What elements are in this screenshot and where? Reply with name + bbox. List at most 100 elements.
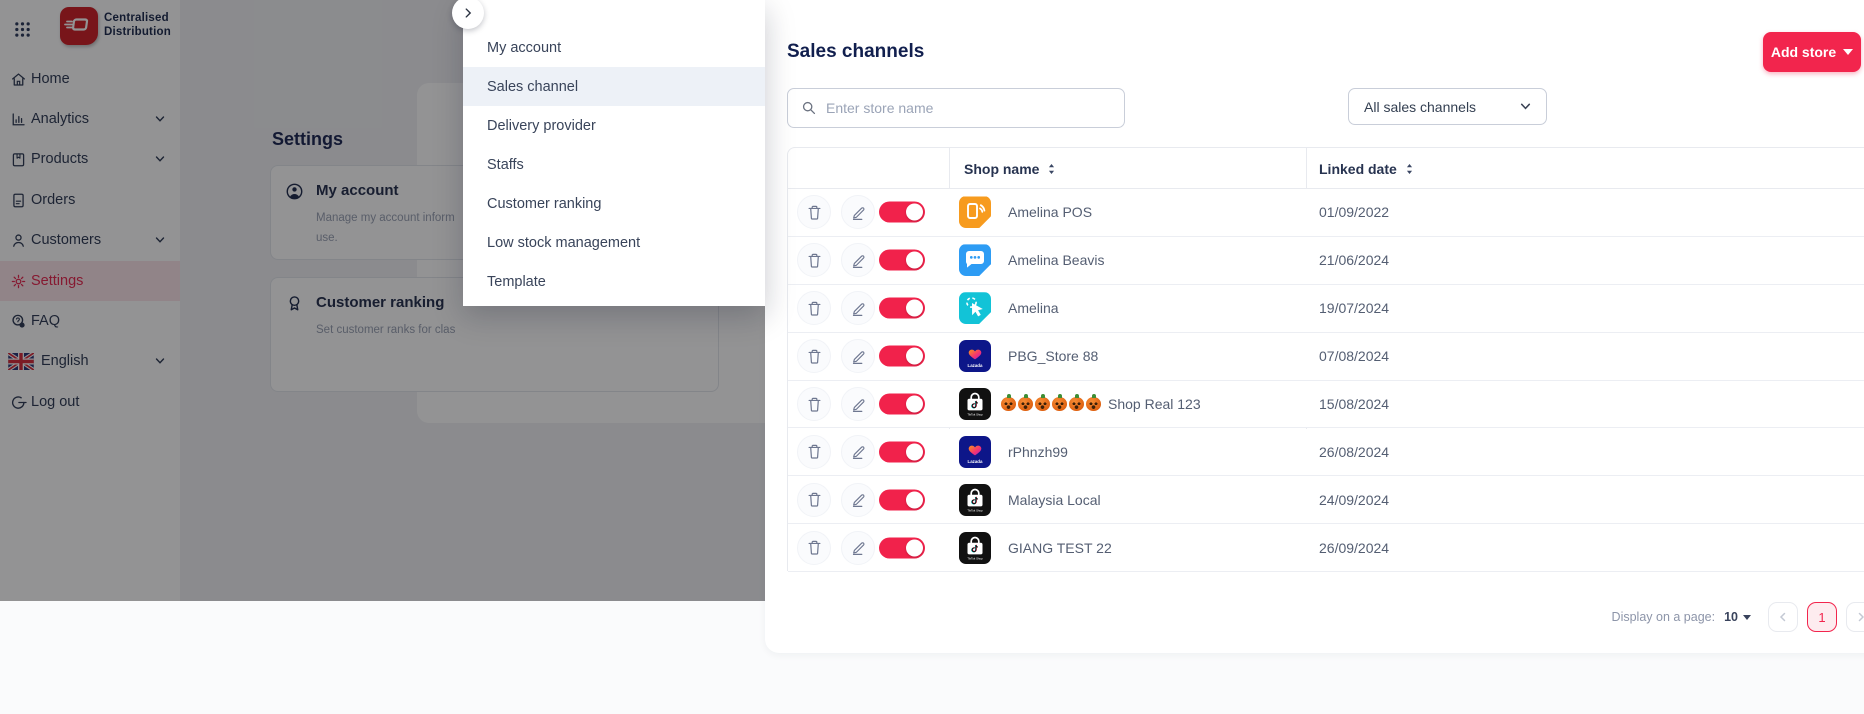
previous-page-button[interactable]: [1768, 602, 1798, 632]
account-circle-icon: [285, 182, 304, 201]
collapse-panel-button[interactable]: [452, 0, 484, 29]
toggle-knob: [906, 491, 923, 509]
pos-channel-icon: [959, 196, 991, 229]
table-row: Amelina POS 01/09/2022: [788, 189, 1864, 237]
next-page-button[interactable]: [1846, 602, 1864, 632]
shop-name-cell: rPhnzh99: [1001, 429, 1068, 476]
channel-filter-select[interactable]: All sales channels: [1348, 88, 1547, 125]
store-enabled-toggle[interactable]: [879, 489, 925, 511]
submenu-item-sales-channel[interactable]: Sales channel: [463, 67, 765, 106]
search-icon: [802, 101, 816, 115]
sort-icon[interactable]: [1047, 163, 1056, 175]
add-store-button[interactable]: Add store: [1763, 32, 1861, 72]
submenu-item-low-stock-management[interactable]: Low stock management: [487, 234, 641, 251]
svg-text:Lazada: Lazada: [968, 459, 983, 464]
edit-store-button[interactable]: [841, 291, 875, 326]
sidebar-item-products[interactable]: Products: [0, 139, 180, 179]
search-input[interactable]: [824, 99, 1124, 117]
shop-name-cell: Shop Real 123: [1001, 381, 1201, 428]
shop-name-cell: GIANG TEST 22: [1001, 524, 1112, 571]
edit-store-button[interactable]: [841, 530, 875, 565]
shop-name-cell: Amelina POS: [1001, 189, 1092, 236]
table-row: TikTok Shop Malaysia Local 24/09/2024: [788, 476, 1864, 525]
chat-channel-icon: [959, 244, 991, 277]
edit-pencil-icon: [849, 251, 868, 270]
submenu-item-template[interactable]: Template: [487, 273, 546, 290]
toggle-knob: [906, 299, 923, 317]
submenu-item-my-account[interactable]: My account: [487, 39, 562, 56]
store-enabled-toggle[interactable]: [879, 441, 925, 463]
toggle-knob: [906, 203, 923, 221]
edit-pencil-icon: [849, 395, 868, 414]
column-header-linked-date[interactable]: Linked date: [1319, 148, 1414, 189]
lazada-channel-icon: Lazada: [959, 435, 991, 468]
store-enabled-toggle[interactable]: [879, 393, 925, 415]
edit-store-button[interactable]: [841, 339, 875, 374]
trash-icon: [805, 442, 824, 461]
tiktok-channel-icon: TikTok Shop: [959, 531, 991, 564]
delete-store-button[interactable]: [797, 291, 831, 326]
ranking-badge-icon: [285, 294, 304, 313]
store-enabled-toggle[interactable]: [879, 537, 925, 559]
chevron-down-icon: [154, 153, 166, 165]
shop-name-cell: Malaysia Local: [1001, 476, 1101, 523]
delete-store-button[interactable]: [797, 339, 831, 374]
sidebar-item-settings[interactable]: Settings: [0, 261, 180, 301]
store-enabled-toggle[interactable]: [879, 345, 925, 367]
pumpkin-emoji: [1069, 394, 1084, 412]
page-title: Sales channels: [787, 41, 925, 62]
store-enabled-toggle[interactable]: [879, 297, 925, 319]
submenu-item-customer-ranking[interactable]: Customer ranking: [487, 195, 602, 212]
edit-store-button[interactable]: [841, 387, 875, 422]
page-number-button[interactable]: 1: [1807, 602, 1837, 632]
edit-store-button[interactable]: [841, 243, 875, 278]
pumpkin-emoji: [1086, 394, 1101, 412]
edit-store-button[interactable]: [841, 434, 875, 469]
delete-store-button[interactable]: [797, 195, 831, 230]
edit-store-button[interactable]: [841, 482, 875, 517]
linked-date: 24/09/2024: [1319, 491, 1390, 508]
pumpkin-emoji: [1018, 394, 1033, 412]
caret-down-icon: [1743, 614, 1751, 620]
sidebar-item-faq[interactable]: FAQ: [0, 301, 180, 341]
column-header-shop-name[interactable]: Shop name: [964, 148, 1056, 189]
sidebar-item-english[interactable]: English: [0, 341, 180, 381]
delete-store-button[interactable]: [797, 482, 831, 517]
delete-store-button[interactable]: [797, 387, 831, 422]
table-row: Lazada PBG_Store 88 07/08/2024: [788, 332, 1864, 381]
table-row: Amelina 19/07/2024: [788, 284, 1864, 333]
logout-icon: [10, 394, 27, 411]
delete-store-button[interactable]: [797, 434, 831, 469]
delete-store-button[interactable]: [797, 530, 831, 565]
home-icon: [10, 71, 27, 88]
caret-down-icon: [1843, 49, 1854, 55]
store-enabled-toggle[interactable]: [879, 249, 925, 271]
store-enabled-toggle[interactable]: [879, 201, 925, 223]
submenu-item-delivery-provider[interactable]: Delivery provider: [487, 117, 596, 134]
delete-store-button[interactable]: [797, 243, 831, 278]
sidebar: Centralised Distribution Home Analytics …: [0, 0, 180, 601]
svg-text:TikTok Shop: TikTok Shop: [967, 508, 983, 512]
card-description: Manage my account inform use.: [316, 212, 455, 244]
linked-date: 26/08/2024: [1319, 443, 1390, 460]
trash-icon: [805, 203, 824, 222]
sidebar-item-orders[interactable]: Orders: [0, 180, 180, 220]
shop-name: PBG_Store 88: [1008, 348, 1099, 365]
page-size-label: Display on a page:: [1611, 610, 1716, 624]
toggle-knob: [906, 251, 923, 269]
chevron-down-icon: [154, 113, 166, 125]
sidebar-item-home[interactable]: Home: [0, 59, 180, 99]
click-channel-icon: [959, 292, 991, 325]
sidebar-item-customers[interactable]: Customers: [0, 220, 180, 260]
table-row: Amelina Beavis 21/06/2024: [788, 236, 1864, 285]
page-size-select[interactable]: 10: [1724, 610, 1751, 624]
apps-grid-icon[interactable]: [14, 21, 31, 38]
sidebar-item-analytics[interactable]: Analytics: [0, 99, 180, 139]
sidebar-item-log-out[interactable]: Log out: [0, 382, 180, 422]
submenu-item-staffs[interactable]: Staffs: [487, 156, 524, 173]
shop-name: Amelina Beavis: [1008, 252, 1105, 269]
lazada-channel-icon: Lazada: [959, 340, 991, 373]
card-title: Customer ranking: [316, 294, 445, 311]
sort-icon[interactable]: [1405, 163, 1414, 175]
edit-store-button[interactable]: [841, 195, 875, 230]
